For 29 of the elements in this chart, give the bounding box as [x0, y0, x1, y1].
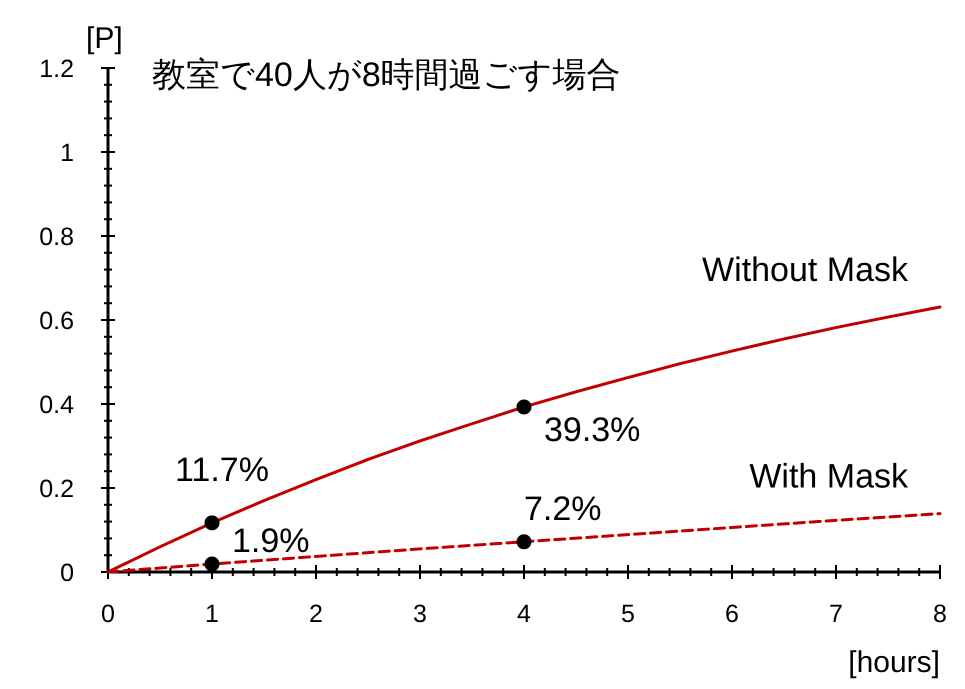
- y-axis-title: [P]: [86, 22, 123, 55]
- x-tick-label: 3: [413, 600, 427, 628]
- series-label: With Mask: [749, 458, 909, 496]
- y-tick-label: 0.8: [39, 223, 74, 251]
- data-label: 7.2%: [524, 490, 602, 528]
- y-tick-label: 0.4: [39, 391, 74, 419]
- x-tick-label: 2: [309, 600, 323, 628]
- point: [204, 556, 220, 572]
- point: [516, 534, 532, 550]
- y-tick-label: 0: [60, 559, 74, 587]
- data-label: 11.7%: [175, 450, 269, 489]
- x-tick-label: 4: [517, 600, 532, 628]
- data-label: 39.3%: [544, 410, 640, 449]
- data-label: 1.9%: [232, 522, 310, 560]
- point: [204, 515, 220, 530]
- point: [516, 399, 532, 414]
- x-tick-label: 6: [725, 600, 739, 628]
- x-axis-title: [hours]: [848, 646, 940, 679]
- y-tick-label: 1.2: [39, 55, 74, 83]
- y-tick-label: 0.2: [39, 475, 74, 503]
- x-tick-label: 1: [205, 600, 219, 628]
- x-tick-label: 7: [829, 600, 843, 628]
- x-tick-label: 8: [933, 600, 947, 628]
- series-label: Without Mask: [702, 250, 909, 289]
- x-tick-label: 5: [621, 600, 635, 628]
- x-tick-label: 0: [101, 600, 115, 628]
- y-tick-label: 0.6: [39, 307, 74, 335]
- y-tick-label: 1: [60, 139, 74, 167]
- chart-title: 教室で40人が8時間過ごす場合: [152, 56, 621, 94]
